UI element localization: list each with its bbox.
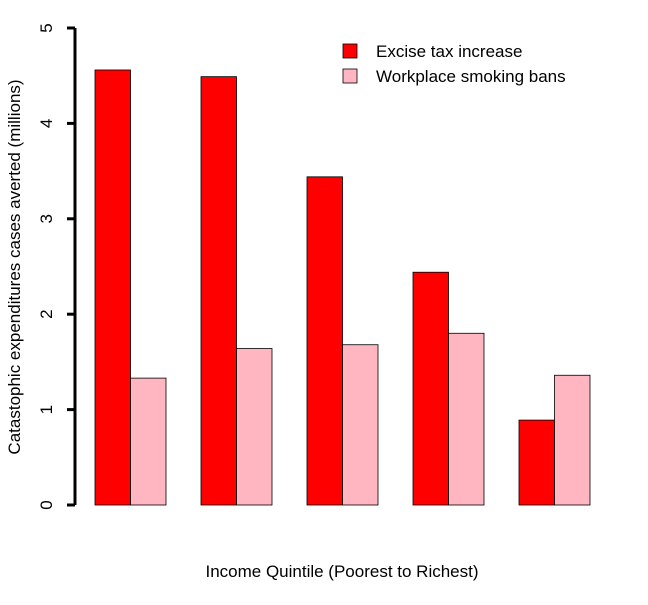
y-tick-label: 2 — [37, 309, 56, 318]
legend-label: Workplace smoking bans — [376, 67, 566, 86]
y-tick-label: 1 — [37, 405, 56, 414]
y-axis-label: Catastophic expenditures cases averted (… — [5, 79, 24, 454]
y-tick-label: 3 — [37, 214, 56, 223]
legend-swatch — [342, 68, 358, 84]
legend-label: Excise tax increase — [376, 42, 522, 61]
bar — [236, 348, 273, 506]
bar — [412, 271, 449, 506]
y-tick-label: 4 — [37, 119, 56, 128]
bar — [200, 76, 237, 506]
x-axis-label: Income Quintile (Poorest to Richest) — [205, 562, 478, 581]
bar — [554, 374, 591, 506]
y-tick-label: 5 — [37, 23, 56, 32]
y-tick-label: 0 — [37, 500, 56, 509]
bar — [448, 332, 485, 506]
bar — [306, 176, 343, 506]
bar — [342, 344, 379, 506]
bar — [518, 419, 555, 506]
bar — [130, 377, 167, 506]
bar — [94, 69, 131, 506]
legend-swatch — [342, 43, 358, 59]
